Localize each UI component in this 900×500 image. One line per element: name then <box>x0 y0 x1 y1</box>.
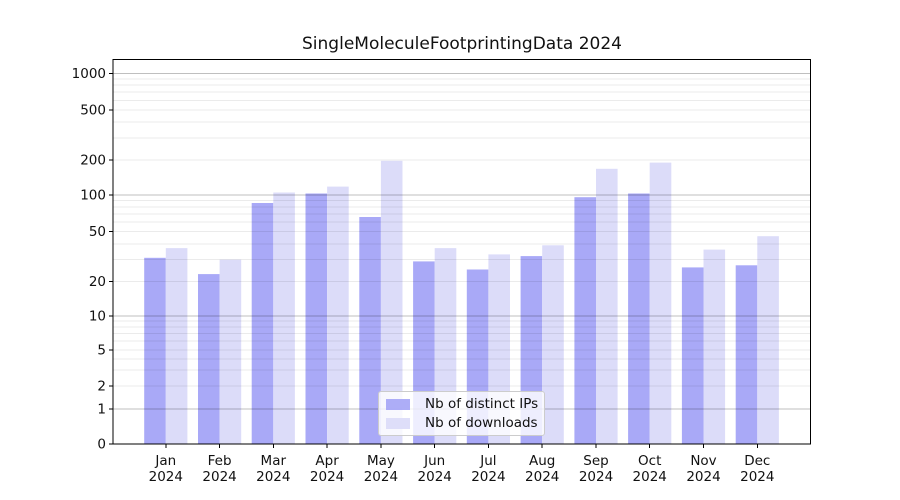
x-tick-label-year: 2024 <box>310 469 344 485</box>
bar-jan-distinct-ips <box>144 257 166 444</box>
x-tick-label-year: 2024 <box>686 469 720 485</box>
bar-sep-distinct-ips <box>574 197 596 444</box>
bar-may-downloads <box>380 160 403 445</box>
bar-dec-distinct-ips <box>735 265 758 444</box>
x-tick-label-year: 2024 <box>256 469 290 485</box>
x-tick-label-month: Dec <box>744 453 770 469</box>
x-tick-label-year: 2024 <box>579 469 613 485</box>
bar-aug-downloads <box>542 245 564 444</box>
x-tick-label-month: Oct <box>638 453 661 469</box>
x-tick-label-month: Feb <box>208 453 232 469</box>
bar-jan-downloads <box>165 248 188 444</box>
legend-label-distinct-ips: Nb of distinct IPs <box>425 396 539 412</box>
x-tick-label-month: Jul <box>479 453 496 469</box>
legend-swatch-downloads <box>386 417 410 429</box>
bar-apr-downloads <box>327 186 349 444</box>
bar-sep-downloads <box>596 168 618 445</box>
y-tick-label: 20 <box>89 274 106 290</box>
x-tick-label-year: 2024 <box>525 469 559 485</box>
bar-feb-distinct-ips <box>198 274 220 444</box>
x-tick-label-year: 2024 <box>471 469 505 485</box>
x-tick-label-year: 2024 <box>202 469 236 485</box>
y-tick-label: 500 <box>80 103 106 119</box>
y-tick-label: 0 <box>97 437 106 453</box>
x-tick-label-month: Mar <box>261 453 287 469</box>
legend-item-downloads: Nb of downloads <box>386 414 538 432</box>
y-tick-label: 5 <box>97 343 106 359</box>
bar-apr-distinct-ips <box>305 193 328 444</box>
x-tick-label-month: Nov <box>690 453 716 469</box>
y-tick-label: 1 <box>97 402 106 418</box>
bar-oct-downloads <box>649 162 672 444</box>
bar-nov-distinct-ips <box>681 267 704 444</box>
bar-mar-distinct-ips <box>251 203 274 444</box>
bar-may-distinct-ips <box>359 217 381 444</box>
chart-title: SingleMoleculeFootprintingData 2024 <box>302 34 622 54</box>
x-tick-label-month: Aug <box>529 453 555 469</box>
x-tick-label-year: 2024 <box>740 469 774 485</box>
y-tick-label: 1000 <box>72 66 106 82</box>
x-tick-label-month: Jan <box>154 453 176 469</box>
bar-oct-distinct-ips <box>628 193 650 444</box>
x-tick-label-year: 2024 <box>633 469 667 485</box>
axes-frame <box>112 58 811 445</box>
x-tick-label-month: Apr <box>315 453 339 469</box>
x-tick-label-month: Sep <box>583 453 608 469</box>
y-tick-label: 50 <box>89 224 106 240</box>
bar-mar-downloads <box>273 192 295 444</box>
y-tick-label: 10 <box>89 309 106 325</box>
x-tick-label-year: 2024 <box>418 469 452 485</box>
legend-swatch-distinct-ips <box>386 398 410 410</box>
x-tick-label-year: 2024 <box>364 469 398 485</box>
x-tick-label-month: Jun <box>423 453 445 469</box>
legend-label-downloads: Nb of downloads <box>425 415 538 431</box>
x-tick-label-month: May <box>367 453 395 469</box>
legend-item-distinct-ips: Nb of distinct IPs <box>386 395 539 413</box>
y-tick-label: 200 <box>80 153 106 169</box>
bar-feb-downloads <box>219 259 242 444</box>
legend: Nb of distinct IPs Nb of downloads <box>378 391 545 436</box>
bar-dec-downloads <box>757 236 779 444</box>
bar-nov-downloads <box>703 249 726 444</box>
y-tick-label: 2 <box>97 379 106 395</box>
y-tick-label: 100 <box>80 188 106 204</box>
x-tick-label-year: 2024 <box>149 469 183 485</box>
